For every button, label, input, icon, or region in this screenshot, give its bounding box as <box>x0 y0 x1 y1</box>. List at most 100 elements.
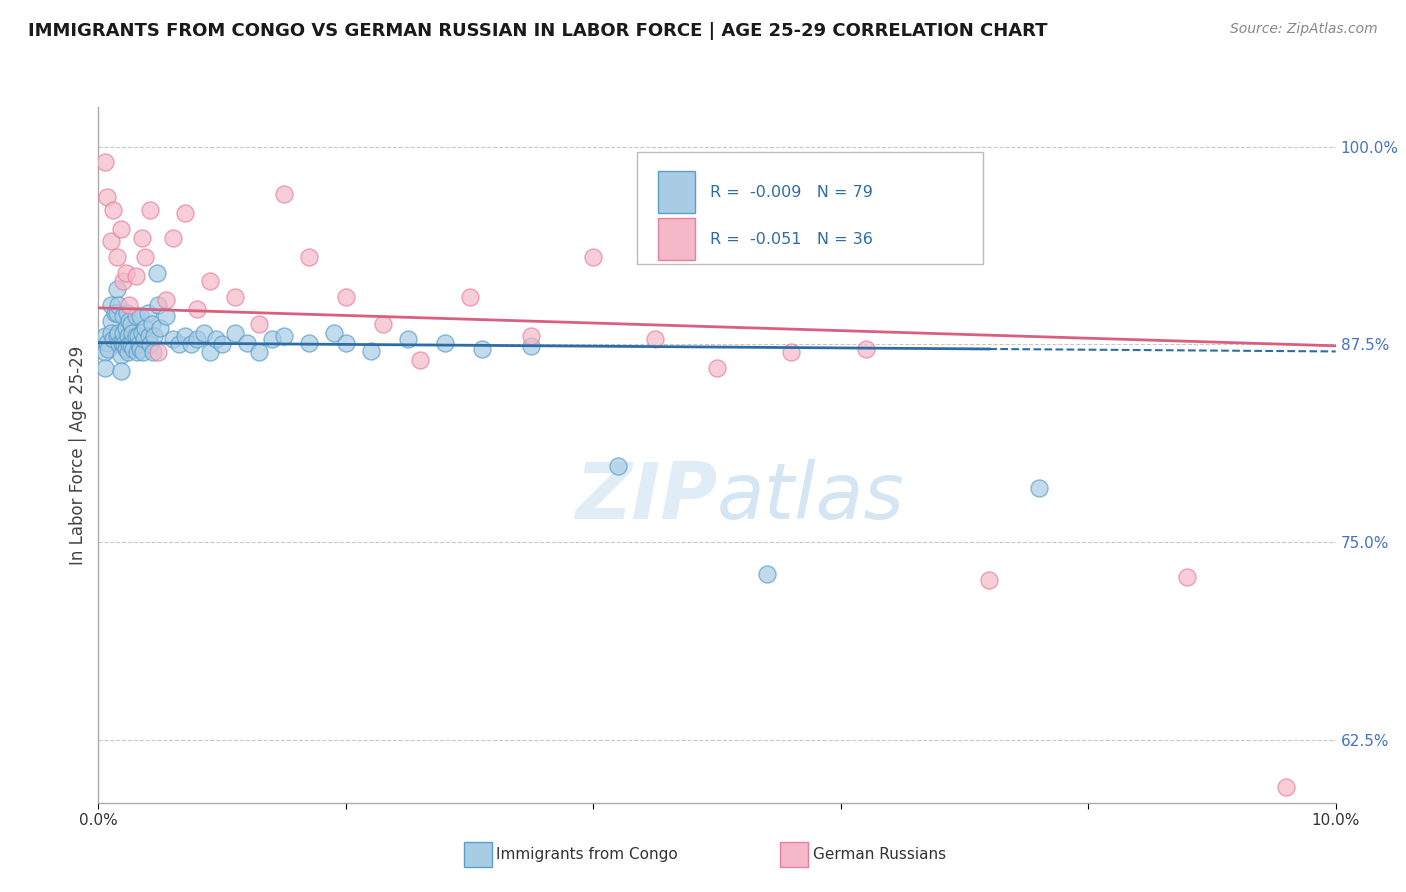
Point <box>607 458 630 473</box>
Point <box>1275 780 1298 794</box>
Point <box>110 348 132 362</box>
Point <box>145 266 167 280</box>
Point <box>146 345 169 359</box>
Point <box>125 345 148 359</box>
Point <box>118 298 141 312</box>
Point <box>100 313 122 327</box>
Point <box>335 335 357 350</box>
Point <box>644 333 666 347</box>
Point <box>128 337 150 351</box>
Point <box>124 329 146 343</box>
Point <box>155 309 177 323</box>
Text: Source: ZipAtlas.com: Source: ZipAtlas.com <box>1230 22 1378 37</box>
Point <box>260 333 283 347</box>
Point <box>198 345 221 359</box>
Point <box>273 329 295 343</box>
Point <box>780 345 803 359</box>
Point <box>100 326 122 340</box>
Point <box>96 190 118 204</box>
Point <box>335 290 357 304</box>
Point <box>105 305 128 319</box>
Bar <box>658 219 695 260</box>
Point <box>371 317 394 331</box>
Point <box>110 364 132 378</box>
Point <box>409 353 432 368</box>
Point <box>118 313 141 327</box>
Point <box>114 321 136 335</box>
Point <box>471 342 494 356</box>
Point <box>139 337 162 351</box>
Point <box>124 269 146 284</box>
Point <box>115 305 138 319</box>
Point <box>93 329 115 343</box>
Point <box>755 566 778 581</box>
Point <box>132 345 155 359</box>
Y-axis label: In Labor Force | Age 25-29: In Labor Force | Age 25-29 <box>69 345 87 565</box>
Point <box>134 333 156 347</box>
Point <box>143 329 166 343</box>
Point <box>122 342 145 356</box>
Point <box>247 317 270 331</box>
Point <box>97 342 120 356</box>
Point <box>114 266 136 280</box>
Point <box>131 326 153 340</box>
Point <box>224 326 246 340</box>
Point <box>298 250 321 264</box>
Point <box>112 309 135 323</box>
Point <box>979 573 1001 587</box>
Text: atlas: atlas <box>717 458 905 534</box>
Text: ZIP: ZIP <box>575 458 717 534</box>
Point <box>193 326 215 340</box>
Point <box>93 345 115 359</box>
Point <box>138 329 160 343</box>
Point <box>103 202 125 217</box>
Point <box>114 342 136 356</box>
Point <box>124 309 146 323</box>
Point <box>136 305 159 319</box>
Point <box>112 337 135 351</box>
Point <box>117 329 139 343</box>
Point <box>174 329 197 343</box>
Point <box>134 250 156 264</box>
Point <box>247 345 270 359</box>
Point <box>118 337 141 351</box>
Point <box>127 329 149 343</box>
Point <box>120 317 142 331</box>
Point <box>120 337 142 351</box>
Point <box>129 309 152 323</box>
Text: IMMIGRANTS FROM CONGO VS GERMAN RUSSIAN IN LABOR FORCE | AGE 25-29 CORRELATION C: IMMIGRANTS FROM CONGO VS GERMAN RUSSIAN … <box>28 22 1047 40</box>
Point <box>162 333 184 347</box>
Point <box>855 342 877 356</box>
Point <box>96 335 118 350</box>
Point <box>198 274 221 288</box>
Point <box>107 298 129 312</box>
Point <box>93 155 115 169</box>
Point <box>433 335 456 350</box>
Point <box>236 335 259 350</box>
Point <box>108 337 131 351</box>
Point <box>520 339 543 353</box>
Point <box>112 326 135 340</box>
Point <box>582 250 605 264</box>
Point <box>224 290 246 304</box>
Point <box>100 298 122 312</box>
Point <box>273 186 295 201</box>
Point <box>100 235 122 249</box>
Point <box>111 335 134 350</box>
Point <box>121 326 143 340</box>
Point <box>458 290 481 304</box>
Point <box>186 333 208 347</box>
Point <box>105 282 128 296</box>
Point <box>139 202 162 217</box>
Point <box>298 335 321 350</box>
Text: R =  -0.009   N = 79: R = -0.009 N = 79 <box>710 185 873 200</box>
Point <box>180 337 202 351</box>
Bar <box>658 171 695 213</box>
Point <box>131 231 153 245</box>
Point <box>322 326 344 340</box>
Point <box>103 333 125 347</box>
Point <box>174 206 197 220</box>
Point <box>103 305 125 319</box>
Point <box>117 345 139 359</box>
Point <box>112 274 135 288</box>
